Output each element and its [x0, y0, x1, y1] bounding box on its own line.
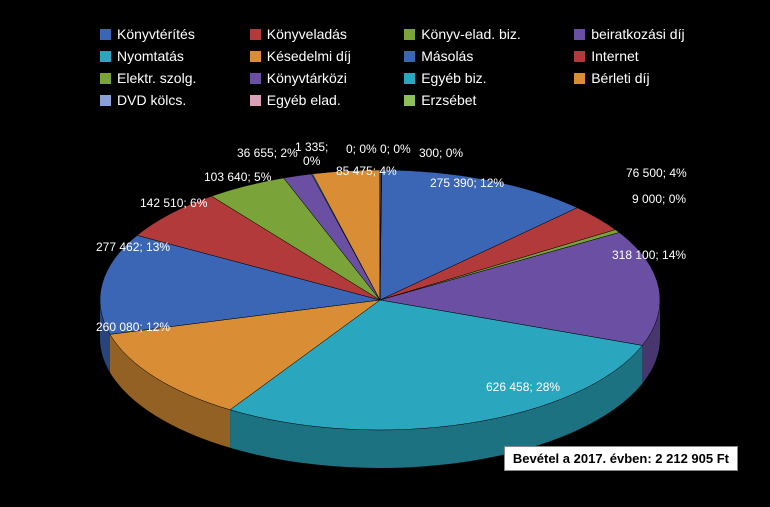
legend-item-erzsebet: Erzsébet: [404, 92, 546, 108]
legend: Könyvtérítés Könyveladás Könyv-elad. biz. b…: [100, 26, 710, 108]
legend-item-nyomtatas: Nyomtatás: [100, 48, 222, 64]
legend-swatch: [404, 29, 415, 40]
legend-item-beiratkozasi: beiratkozási díj: [574, 26, 710, 42]
legend-label: Könyvtérítés: [117, 26, 195, 42]
legend-label: beiratkozási díj: [591, 26, 684, 42]
legend-label: Egyéb biz.: [421, 70, 486, 86]
legend-label: Könyveladás: [267, 26, 347, 42]
legend-label: DVD kölcs.: [117, 92, 186, 108]
legend-swatch: [100, 73, 111, 84]
legend-item-konyvelad: Könyveladás: [250, 26, 376, 42]
legend-label: Egyéb elad.: [267, 92, 341, 108]
legend-swatch: [404, 51, 415, 62]
legend-item-dvdkolcs: DVD kölcs.: [100, 92, 222, 108]
legend-label: Könyvtárközi: [267, 70, 347, 86]
legend-swatch: [100, 29, 111, 40]
legend-swatch: [250, 51, 261, 62]
legend-item-konyvterites: Könyvtérítés: [100, 26, 222, 42]
legend-item-konyveladbiz: Könyv-elad. biz.: [404, 26, 546, 42]
legend-swatch: [574, 29, 585, 40]
legend-item-berletidij: Bérleti díj: [574, 70, 710, 86]
legend-item-egyebelad: Egyéb elad.: [250, 92, 376, 108]
legend-swatch: [250, 29, 261, 40]
legend-swatch: [404, 95, 415, 106]
summary-text: Bevétel a 2017. évben: 2 212 905 Ft: [513, 451, 729, 466]
legend-item-elektrszolg: Elektr. szolg.: [100, 70, 222, 86]
legend-item-konyvtarkozi: Könyvtárközi: [250, 70, 376, 86]
legend-label: Másolás: [421, 48, 473, 64]
legend-label: Internet: [591, 48, 638, 64]
legend-swatch: [100, 95, 111, 106]
legend-label: Erzsébet: [421, 92, 476, 108]
chart-stage: { "chart": { "type": "pie-3d", "backgrou…: [0, 0, 770, 507]
legend-item-masolas: Másolás: [404, 48, 546, 64]
legend-label: Elektr. szolg.: [117, 70, 196, 86]
legend-swatch: [100, 51, 111, 62]
legend-item-kesedelmi: Késedelmi díj: [250, 48, 376, 64]
legend-swatch: [404, 73, 415, 84]
legend-label: Könyv-elad. biz.: [421, 26, 521, 42]
legend-swatch: [574, 51, 585, 62]
legend-item-internet: Internet: [574, 48, 710, 64]
legend-label: Késedelmi díj: [267, 48, 351, 64]
legend-label: Nyomtatás: [117, 48, 184, 64]
summary-box: Bevétel a 2017. évben: 2 212 905 Ft: [504, 446, 738, 471]
legend-swatch: [574, 73, 585, 84]
legend-swatch: [250, 95, 261, 106]
legend-item-egyebbiz: Egyéb biz.: [404, 70, 546, 86]
legend-swatch: [250, 73, 261, 84]
legend-label: Bérleti díj: [591, 70, 649, 86]
